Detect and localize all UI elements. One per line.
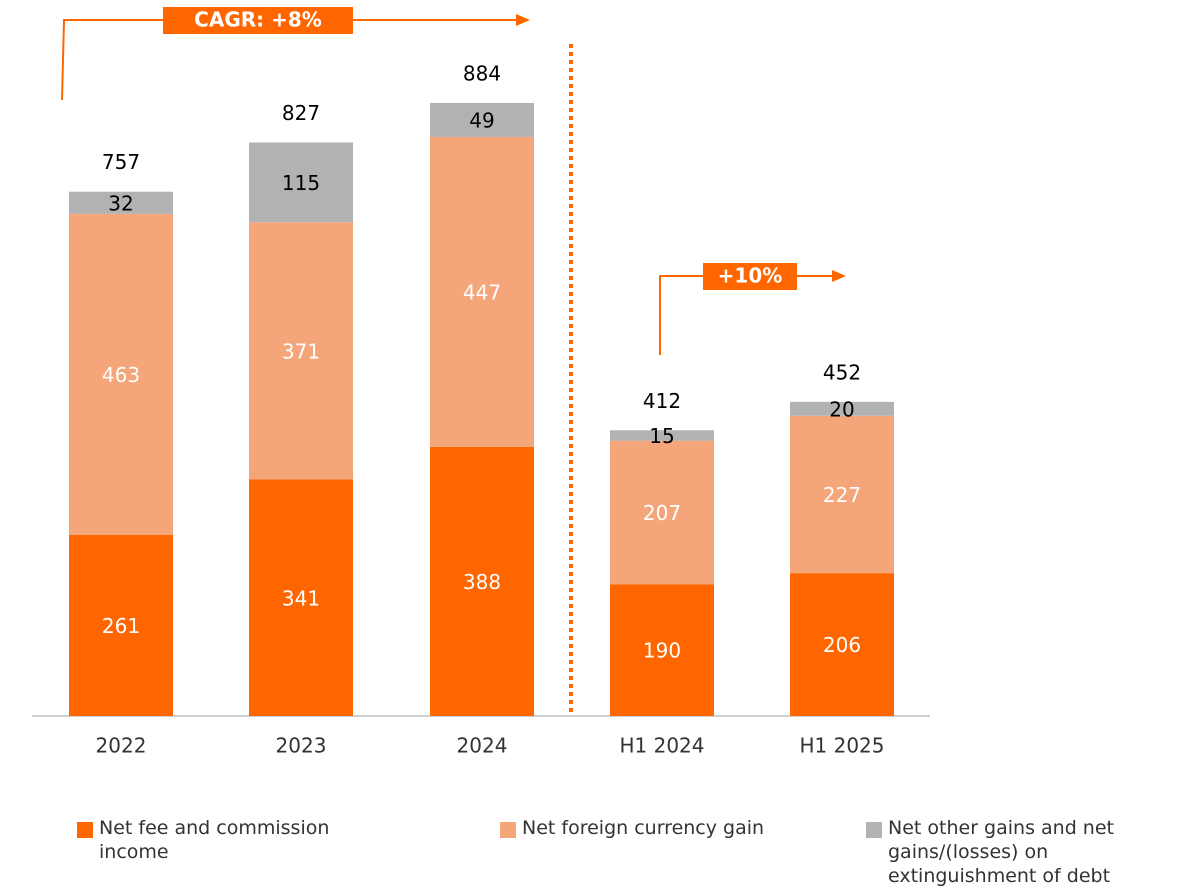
legend-item: Net fee and commission income [77, 816, 389, 864]
segment-label: 447 [463, 280, 501, 304]
bar-segment [430, 446, 534, 716]
segment-label: 115 [282, 171, 320, 195]
segment-label: 190 [643, 639, 681, 663]
bar-segment [610, 440, 714, 585]
legend-item: Net other gains and net gains/(losses) o… [866, 816, 1192, 888]
cagr-bracket [61, 19, 520, 101]
bar-segment [69, 534, 173, 716]
total-label: 827 [282, 101, 320, 125]
cagr-label: CAGR: +8% [194, 8, 322, 32]
segment-label: 49 [469, 108, 494, 132]
total-label: 412 [643, 389, 681, 413]
segment-label: 388 [463, 570, 501, 594]
x-tick-label: H1 2025 [799, 734, 884, 758]
segment-label: 371 [282, 339, 320, 363]
segment-label: 261 [102, 614, 140, 638]
segment-label: 207 [643, 501, 681, 525]
segment-label: 15 [649, 424, 674, 448]
segment-label: 227 [823, 483, 861, 507]
bar-segment [249, 222, 353, 480]
bar-segment [790, 415, 894, 574]
bar-segment [249, 479, 353, 716]
x-tick-label: H1 2024 [619, 734, 704, 758]
segment-label: 32 [108, 191, 133, 215]
segment-label: 463 [102, 363, 140, 387]
legend-label: Net other gains and net gains/(losses) o… [888, 817, 1114, 887]
x-tick-label: 2024 [457, 734, 508, 758]
cagr-box [163, 7, 353, 34]
growth-box [703, 263, 797, 290]
legend-swatch [77, 822, 93, 838]
legend-swatch [866, 822, 882, 838]
x-tick-label: 2022 [96, 734, 147, 758]
total-label: 884 [463, 61, 501, 85]
segment-label: 206 [823, 633, 861, 657]
total-label: 757 [102, 150, 140, 174]
bar-segment [69, 191, 173, 214]
arrow-head [516, 14, 530, 26]
legend-label: Net foreign currency gain [522, 817, 765, 839]
bar-segment [610, 430, 714, 441]
bar-segment [610, 584, 714, 716]
bar-segment [430, 102, 534, 137]
total-label: 452 [823, 360, 861, 384]
legend-label: Net fee and commission income [99, 817, 330, 863]
growth-label: +10% [718, 264, 783, 288]
legend-swatch [500, 822, 516, 838]
arrow-head [832, 270, 846, 282]
legend-item: Net foreign currency gain [500, 816, 772, 840]
bar-segment [790, 573, 894, 716]
bar-segment [249, 142, 353, 223]
bar-segment [790, 401, 894, 416]
x-tick-label: 2023 [276, 734, 327, 758]
segment-label: 20 [829, 397, 854, 421]
bar-segment [430, 136, 534, 447]
segment-label: 341 [282, 586, 320, 610]
bar-segment [69, 213, 173, 535]
